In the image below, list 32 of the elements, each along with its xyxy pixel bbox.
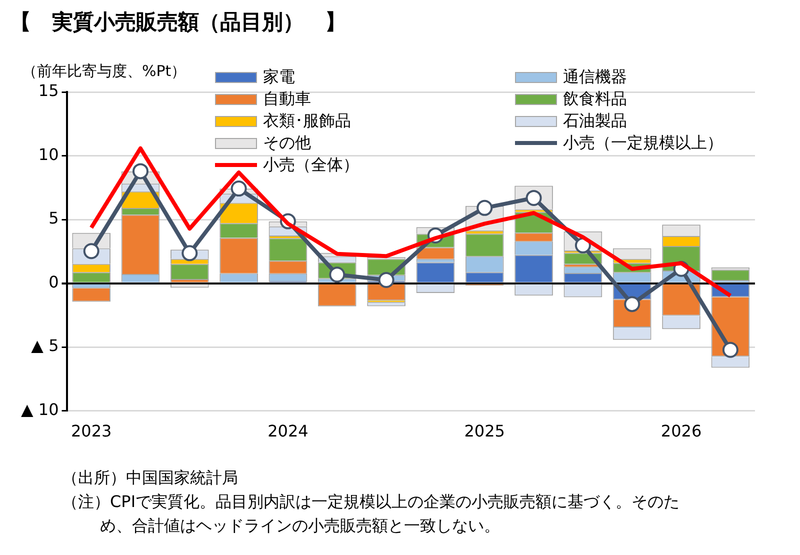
text: （出所）中国国家統計局 (62, 467, 239, 489)
point (476, 200, 493, 216)
x-tick-label: 2023 (70, 422, 112, 441)
point (329, 266, 346, 283)
legend-label: その他 (263, 132, 311, 154)
point (624, 296, 640, 312)
legend-label: 飲食料品 (563, 88, 627, 110)
legend-label: 小売（一定規模以上） (563, 132, 723, 154)
point (182, 245, 198, 262)
chart-title: 【 実質小売販売額（品目別） 】 (10, 9, 346, 36)
y-tick-label: 0 (48, 272, 59, 292)
legend-label: 通信機器 (563, 66, 627, 88)
point (230, 180, 247, 197)
point (378, 272, 394, 288)
y-tick-label: 15 (38, 81, 59, 100)
legend-label: 自動車 (263, 88, 311, 110)
y-tick-label: 10 (38, 144, 59, 164)
y-tick-label: ▲ 5 (31, 336, 59, 356)
text: （注）CPIで実質化。品目別内訳は一定規模以上の企業の小売販売額に基づく。そのため、合計値はヘッドラインの小売販売額と一致しない。 (62, 491, 681, 537)
legend-label: 石油製品 (563, 110, 627, 132)
y-axis-title: （前年比寄与度、%Pt） (22, 62, 186, 81)
x-tick-label: 2025 (464, 422, 505, 441)
legend-label: 家電 (263, 66, 295, 88)
legend-label: 小売（全体） (263, 154, 359, 176)
y-tick-label: ▲ 10 (21, 400, 59, 419)
point (83, 243, 100, 260)
point (722, 342, 738, 358)
x-tick-label: 2026 (660, 422, 702, 441)
point (132, 163, 148, 180)
y-tick-label: 5 (48, 208, 59, 228)
legend-label: 衣類･服飾品 (263, 110, 351, 132)
x-tick-label: 2024 (268, 422, 308, 441)
